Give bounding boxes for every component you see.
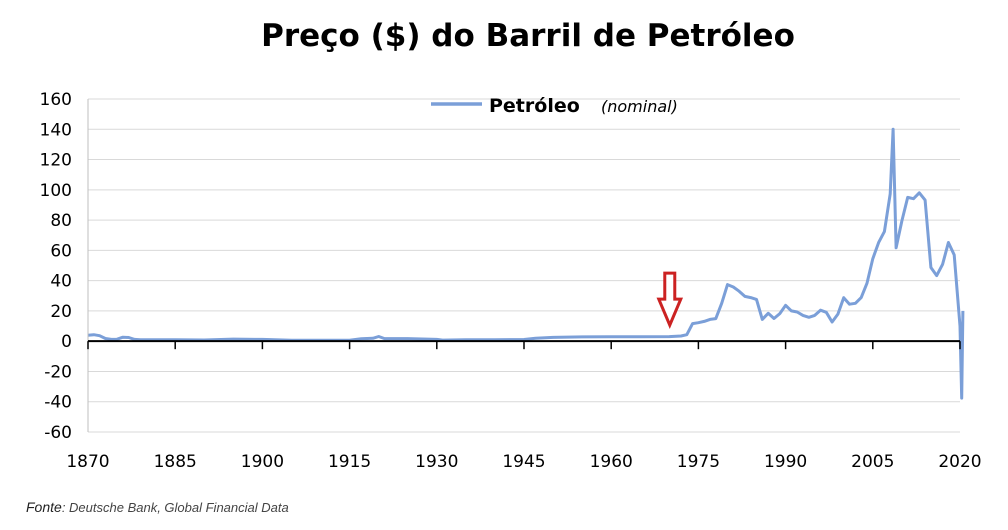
y-tick-label: 100 [40,181,72,201]
x-tick-label: 1900 [241,452,284,472]
y-tick-label: 20 [50,302,72,322]
grid-lines [88,98,960,433]
x-tick-label: 1870 [66,452,109,472]
source-label: Fonte [26,499,62,515]
x-tick-label: 1990 [764,452,807,472]
x-tick-label: 1975 [677,452,720,472]
x-tick-label: 1945 [502,452,545,472]
x-tick-label: 1960 [590,452,633,472]
y-tick-label: 120 [40,151,72,171]
y-tick-label: -40 [44,393,72,413]
axes: 160 140 120 100 80 60 40 20 0 -20 -40 -60 1870 1885 19… [40,90,982,472]
y-tick-label: -60 [44,423,72,443]
chart-title: Preço ($) do Barril de Petróleo [261,18,795,54]
y-tick-label: 40 [50,272,72,292]
source-note: Fonte: Deutsche Bank, Global Financial D… [26,499,289,515]
legend-label: Petróleo [489,95,580,117]
series-group [87,127,965,400]
legend-note: (nominal) [601,97,678,116]
y-tick-label: 60 [50,241,72,261]
series-line-petroleo [87,127,965,400]
red-arrow-icon [656,271,684,329]
legend: Petróleo (nominal) [431,95,678,117]
y-tick-label: 80 [50,211,72,231]
source-text: : Deutsche Bank, Global Financial Data [61,500,289,515]
x-tick-label: 1930 [415,452,458,472]
y-tick-label: -20 [44,362,72,382]
x-tick-label: 2005 [851,452,894,472]
x-tick-label: 1885 [154,452,197,472]
y-tick-label: 0 [61,332,72,352]
annotation-arrow [656,271,684,329]
x-tick-label: 1915 [328,452,371,472]
y-tick-label: 140 [40,120,72,140]
y-tick-label: 160 [40,90,72,110]
x-tick-label: 2020 [938,452,981,472]
